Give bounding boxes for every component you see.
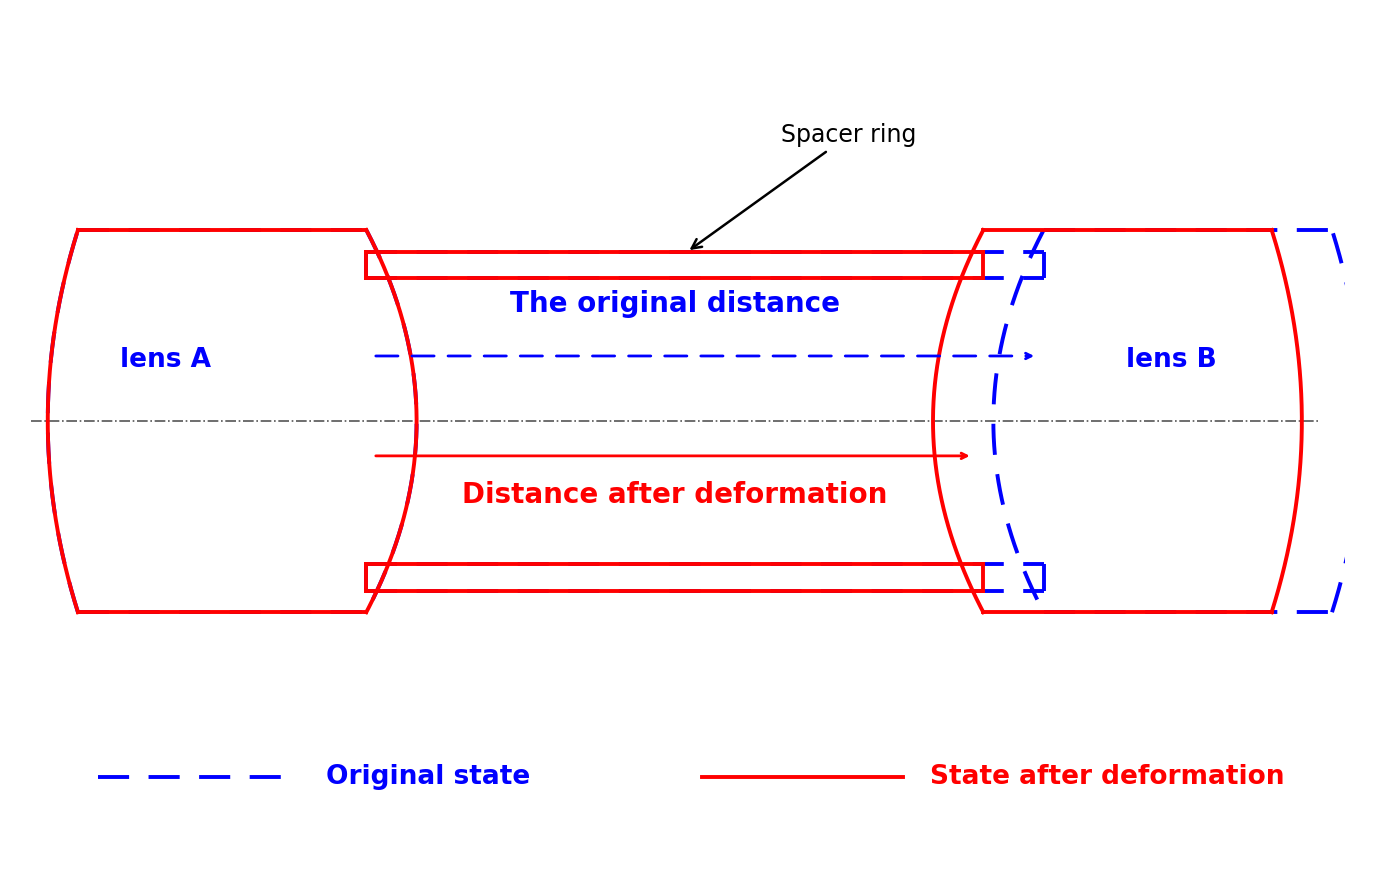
Text: lens B: lens B bbox=[1125, 347, 1216, 374]
Text: Distance after deformation: Distance after deformation bbox=[462, 481, 888, 509]
Text: State after deformation: State after deformation bbox=[930, 764, 1285, 790]
Text: lens A: lens A bbox=[120, 347, 210, 374]
Text: The original distance: The original distance bbox=[510, 290, 840, 317]
Text: Spacer ring: Spacer ring bbox=[691, 124, 916, 248]
Text: Original state: Original state bbox=[326, 764, 530, 790]
